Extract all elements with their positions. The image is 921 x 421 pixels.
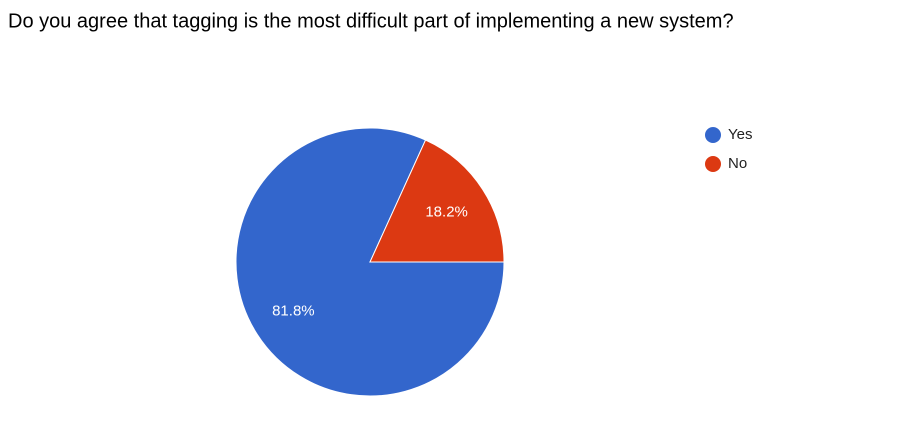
legend-label: Yes	[728, 126, 752, 143]
chart-title: Do you agree that tagging is the most di…	[8, 10, 734, 32]
pie-slice	[369, 139, 505, 263]
legend-marker	[705, 127, 721, 143]
legend-marker	[705, 156, 721, 172]
value-label: 18.2%	[425, 204, 468, 221]
value-label: 81.8%	[272, 302, 315, 319]
legend-label: No	[728, 155, 747, 172]
